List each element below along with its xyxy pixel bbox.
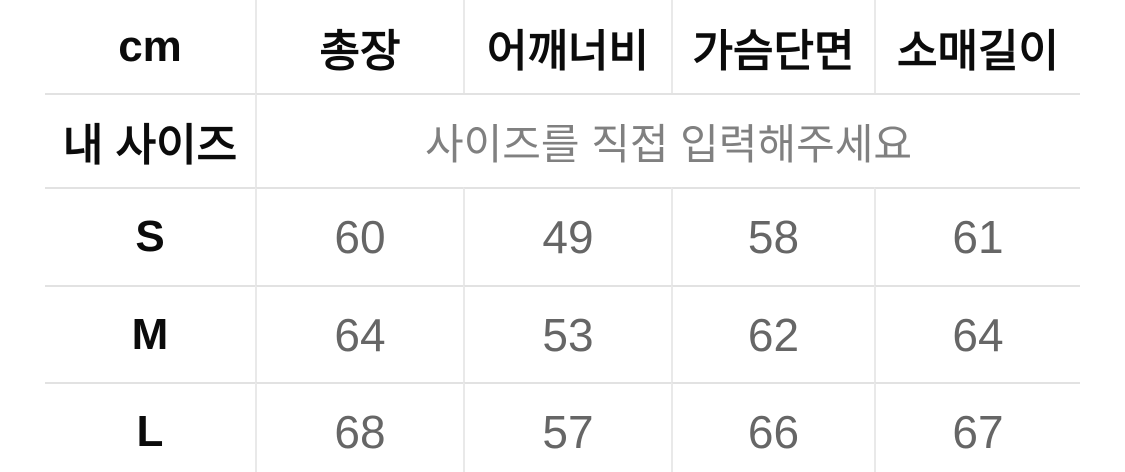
size-value-cell: 68 (255, 382, 463, 472)
size-value-cell: 53 (463, 285, 671, 382)
size-label-s: S (45, 187, 255, 285)
size-value-cell: 62 (671, 285, 874, 382)
my-size-label: 내 사이즈 (45, 93, 255, 187)
size-value-cell: 57 (463, 382, 671, 472)
size-table: cm 총장 어깨너비 가슴단면 소매길이 내 사이즈 사이즈를 직접 입력해주세… (45, 0, 1080, 472)
header-row: cm 총장 어깨너비 가슴단면 소매길이 (45, 0, 1080, 93)
col-header-total-length: 총장 (255, 0, 463, 93)
size-label-l: L (45, 382, 255, 472)
col-header-sleeve-length: 소매길이 (874, 0, 1080, 93)
unit-header: cm (45, 0, 255, 93)
size-value-cell: 61 (874, 187, 1080, 285)
size-row-l: L 68 57 66 67 (45, 382, 1080, 472)
my-size-input-cell[interactable]: 사이즈를 직접 입력해주세요 (255, 93, 1080, 187)
my-size-row: 내 사이즈 사이즈를 직접 입력해주세요 (45, 93, 1080, 187)
size-value-cell: 49 (463, 187, 671, 285)
col-header-shoulder-width: 어깨너비 (463, 0, 671, 93)
size-label-m: M (45, 285, 255, 382)
size-row-s: S 60 49 58 61 (45, 187, 1080, 285)
size-value-cell: 60 (255, 187, 463, 285)
size-value-cell: 64 (874, 285, 1080, 382)
size-row-m: M 64 53 62 64 (45, 285, 1080, 382)
size-value-cell: 64 (255, 285, 463, 382)
size-value-cell: 66 (671, 382, 874, 472)
col-header-chest-width: 가슴단면 (671, 0, 874, 93)
size-value-cell: 67 (874, 382, 1080, 472)
size-value-cell: 58 (671, 187, 874, 285)
